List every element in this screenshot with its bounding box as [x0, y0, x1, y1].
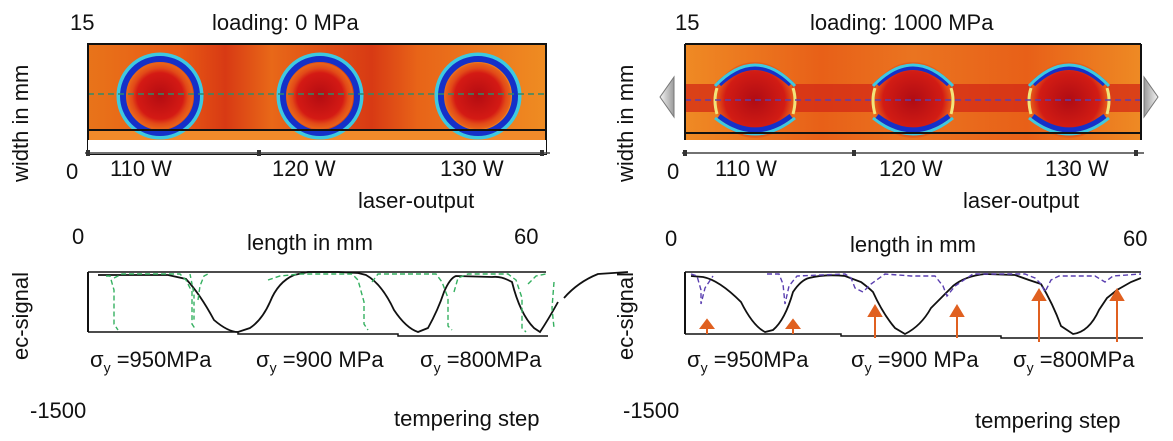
laser-power-120: 120 W	[272, 156, 336, 181]
right-panel: 15 loading: 1000 MPa width in mm	[587, 0, 1173, 441]
width-max-label: 15	[675, 10, 700, 35]
ec-signal-plot-left	[87, 271, 629, 337]
yield-label-950: σy =950MPa	[687, 347, 809, 376]
length-min-label: 0	[72, 224, 85, 249]
laser-axis-label: laser-output	[963, 188, 1080, 213]
width-max-label: 15	[70, 10, 95, 35]
ec-signal-plot-right	[684, 271, 1143, 342]
laser-power-130: 130 W	[1045, 156, 1109, 181]
heatmap-right	[684, 43, 1142, 154]
laser-axis-label: laser-output	[358, 188, 475, 213]
length-max-label: 60	[1123, 226, 1148, 251]
length-max-label: 60	[514, 224, 539, 249]
tempering-label: tempering step	[394, 406, 540, 431]
spot-120w	[871, 62, 955, 138]
signal-min-label: -1500	[30, 398, 87, 423]
move-left-arrow-icon	[659, 75, 675, 119]
width-axis-label: width in mm	[8, 64, 33, 182]
laser-axis-right	[682, 150, 1144, 156]
signal-axis-label: ec-signal	[8, 271, 33, 360]
loading-label: loading: 0 MPa	[212, 10, 359, 35]
laser-power-130: 130 W	[440, 156, 504, 181]
signal-min-label: -1500	[623, 398, 680, 423]
laser-power-120: 120 W	[879, 156, 943, 181]
left-panel: 15 loading: 0 MPa width in mm	[0, 0, 629, 441]
yield-label-900: σy =900 MPa	[256, 347, 384, 376]
heatmap-left	[87, 43, 547, 155]
length-axis-label: length in mm	[247, 230, 373, 255]
yield-label-800: σy =800MPa	[420, 347, 542, 376]
spot-130w	[434, 52, 522, 140]
width-min-label: 0	[667, 159, 680, 184]
defect-arrows	[699, 288, 1125, 342]
length-min-label: 0	[665, 226, 678, 251]
yield-label-800: σy =800MPa	[1013, 347, 1135, 376]
length-axis-label: length in mm	[850, 232, 976, 257]
spot-130w	[1027, 62, 1111, 138]
laser-power-110: 110 W	[110, 156, 172, 181]
width-axis-label: width in mm	[613, 64, 638, 182]
move-right-arrow-icon	[1143, 75, 1159, 119]
yield-label-950: σy =950MPa	[90, 347, 212, 376]
loading-label: loading: 1000 MPa	[810, 10, 994, 35]
width-min-label: 0	[66, 159, 79, 184]
spot-110w	[116, 52, 204, 140]
yield-label-900: σy =900 MPa	[851, 347, 979, 376]
laser-axis-left	[85, 150, 550, 156]
tempering-label: tempering step	[975, 408, 1121, 433]
signal-axis-label: ec-signal	[613, 271, 638, 360]
spot-120w	[276, 52, 364, 140]
laser-power-110: 110 W	[715, 156, 777, 181]
